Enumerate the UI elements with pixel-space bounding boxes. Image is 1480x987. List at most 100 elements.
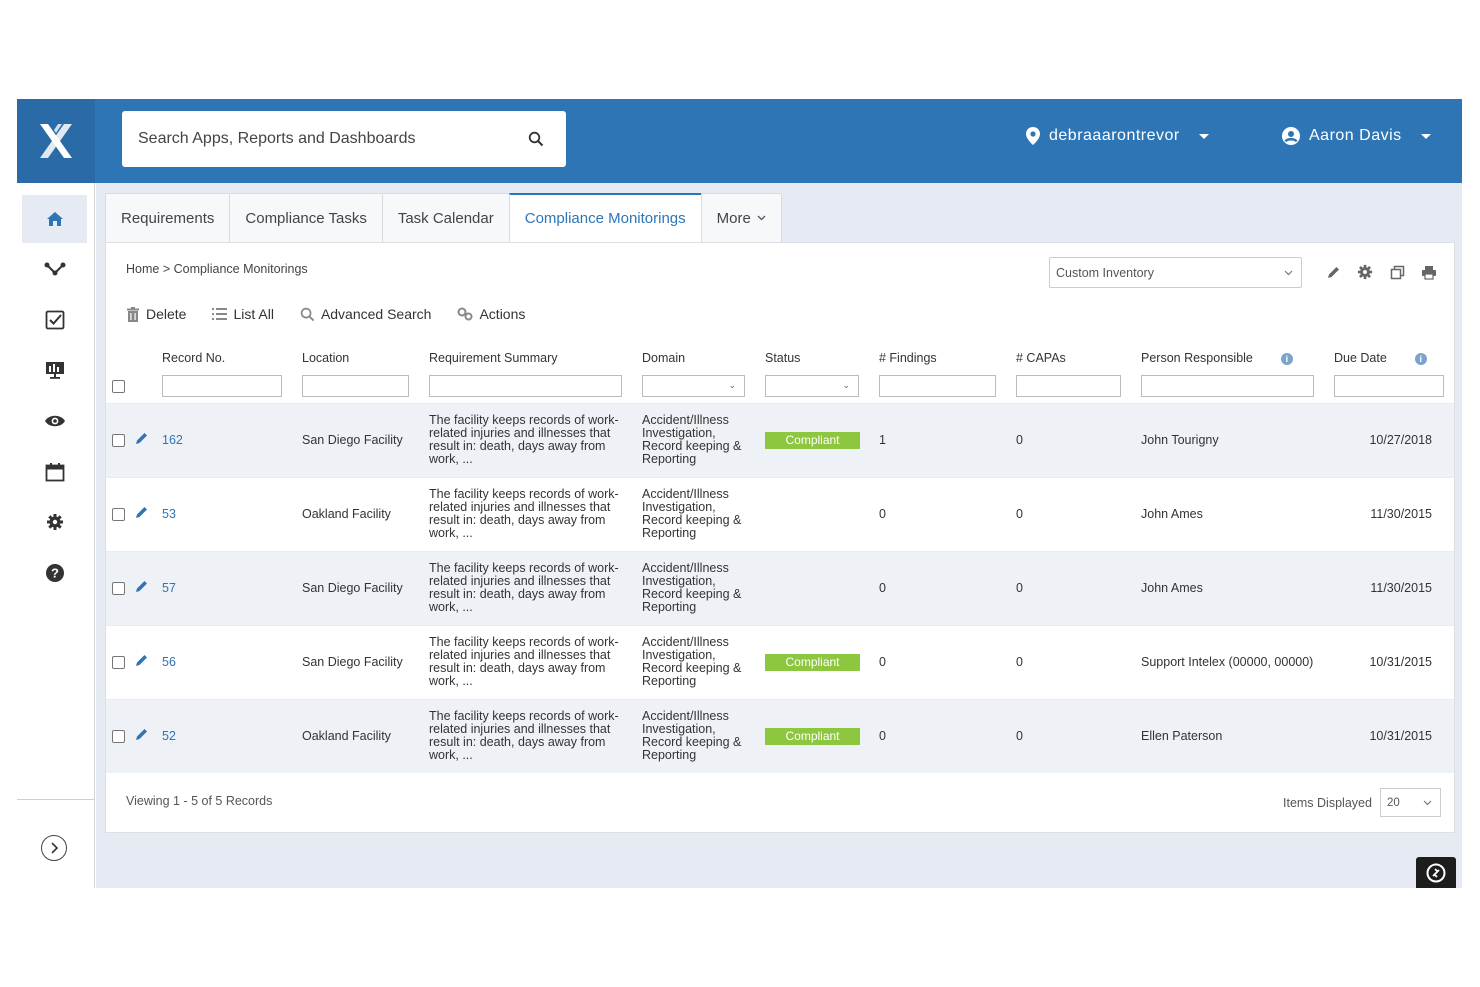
- info-icon[interactable]: i: [1280, 352, 1293, 365]
- sidebar-item-help[interactable]: ?: [22, 549, 87, 597]
- filter-row: ⌄ ⌄: [106, 369, 1454, 403]
- filter-summary[interactable]: [429, 374, 622, 397]
- filter-location[interactable]: [302, 374, 409, 397]
- domain-cell: Accident/Illness Investigation, Record k…: [642, 413, 742, 466]
- content-area: Requirements Compliance Tasks Task Calen…: [96, 183, 1462, 888]
- actions-label: Actions: [479, 306, 526, 322]
- filter-person[interactable]: [1141, 374, 1314, 397]
- print-icon[interactable]: [1420, 263, 1438, 281]
- due-date-cell: 10/31/2015: [1334, 624, 1454, 699]
- edit-pencil-icon[interactable]: [134, 431, 149, 449]
- edit-pencil-icon[interactable]: [134, 653, 149, 671]
- table-row[interactable]: 56 San Diego Facility The facility keeps r…: [106, 624, 1454, 699]
- record-link[interactable]: 162: [162, 433, 183, 447]
- col-summary[interactable]: Requirement Summary: [429, 351, 558, 365]
- record-link[interactable]: 57: [162, 581, 176, 595]
- edit-pencil-icon[interactable]: [134, 579, 149, 597]
- view-select[interactable]: Custom Inventory: [1049, 257, 1302, 288]
- tab-requirements[interactable]: Requirements: [105, 193, 230, 243]
- search-icon[interactable]: [522, 125, 550, 153]
- row-checkbox[interactable]: [112, 434, 125, 448]
- sidebar-item-views[interactable]: [22, 397, 87, 445]
- select-all-checkbox[interactable]: [112, 379, 125, 393]
- chat-bot-icon: [1426, 863, 1446, 882]
- trash-icon: [127, 306, 139, 322]
- table-row[interactable]: 52 Oakland Facility The facility keeps rec…: [106, 698, 1454, 773]
- col-person-cell: Person Responsible i: [1141, 343, 1334, 369]
- location-cell: San Diego Facility: [302, 402, 429, 477]
- settings-gear-icon[interactable]: [1356, 263, 1374, 281]
- tab-label: Requirements: [121, 209, 215, 227]
- breadcrumb-current: Compliance Monitorings: [173, 262, 308, 276]
- domain-cell: Accident/Illness Investigation, Record k…: [642, 709, 742, 763]
- filter-domain-select[interactable]: ⌄: [642, 374, 745, 397]
- row-checkbox[interactable]: [112, 656, 125, 670]
- app-window: debraaarontrevor Aaron Davis: [17, 99, 1462, 888]
- table-row[interactable]: 53 Oakland Facility The facility keeps rec…: [106, 476, 1454, 551]
- sidebar-item-settings[interactable]: [22, 498, 87, 546]
- gear-icon: [46, 514, 63, 530]
- filter-due-date[interactable]: [1334, 374, 1444, 397]
- site-selector[interactable]: debraaarontrevor: [1026, 127, 1209, 145]
- filter-record-no[interactable]: [162, 374, 282, 397]
- col-domain[interactable]: Domain: [642, 351, 686, 365]
- findings-cell: 0: [879, 698, 1016, 773]
- gears-icon: [457, 307, 473, 321]
- col-due-date[interactable]: Due Date: [1334, 351, 1387, 365]
- sidebar-item-tasks[interactable]: [22, 296, 87, 344]
- summary-cell: The facility keeps records of work-relat…: [429, 709, 619, 763]
- summary-cell: The facility keeps records of work-relat…: [429, 413, 619, 466]
- edit-icon[interactable]: [1324, 263, 1342, 281]
- help-icon: ?: [45, 564, 64, 582]
- tab-task-calendar[interactable]: Task Calendar: [381, 193, 509, 243]
- list-all-button[interactable]: List All: [212, 306, 274, 322]
- table-row[interactable]: 162 San Diego Facility The facility keeps …: [106, 402, 1454, 477]
- col-due-cell: Due Date i: [1334, 343, 1454, 369]
- tab-more[interactable]: More: [700, 193, 782, 243]
- row-checkbox[interactable]: [112, 508, 125, 522]
- table-row[interactable]: 57 San Diego Facility The facility keeps r…: [106, 550, 1454, 625]
- filter-status-select[interactable]: ⌄: [765, 374, 859, 397]
- items-per-page-select[interactable]: 20: [1379, 788, 1441, 817]
- col-person[interactable]: Person Responsible: [1141, 351, 1253, 365]
- workflow-icon: [44, 262, 65, 276]
- app-logo[interactable]: [17, 99, 95, 183]
- search-input[interactable]: [138, 130, 522, 148]
- due-date-cell: 10/27/2018: [1334, 402, 1454, 477]
- info-icon[interactable]: i: [1414, 352, 1427, 365]
- col-record-no[interactable]: Record No.: [162, 351, 226, 365]
- record-link[interactable]: 56: [162, 655, 176, 669]
- eye-icon: [44, 415, 65, 427]
- records-table: Record No. Location Requirement Summary …: [106, 343, 1454, 773]
- domain-cell: Accident/Illness Investigation, Record k…: [642, 635, 742, 688]
- record-link[interactable]: 53: [162, 507, 176, 521]
- col-capas[interactable]: # CAPAs: [1016, 351, 1066, 365]
- sidebar-item-calendar[interactable]: [22, 448, 87, 496]
- row-checkbox[interactable]: [112, 582, 125, 596]
- col-location[interactable]: Location: [302, 351, 350, 365]
- col-status[interactable]: Status: [765, 351, 801, 365]
- tab-compliance-tasks[interactable]: Compliance Tasks: [229, 193, 382, 243]
- findings-cell: 0: [879, 624, 1016, 699]
- breadcrumb-home[interactable]: Home: [126, 262, 160, 276]
- delete-button[interactable]: Delete: [126, 306, 186, 322]
- user-menu[interactable]: Aaron Davis: [1282, 127, 1431, 145]
- sidebar-item-home[interactable]: [22, 195, 87, 243]
- copy-window-icon[interactable]: [1388, 263, 1406, 281]
- chat-widget-button[interactable]: [1416, 857, 1456, 888]
- edit-pencil-icon[interactable]: [134, 505, 149, 523]
- row-checkbox[interactable]: [112, 730, 125, 744]
- sidebar-expand-button[interactable]: [41, 835, 67, 861]
- filter-capas[interactable]: [1016, 374, 1121, 397]
- filter-findings[interactable]: [879, 374, 996, 397]
- sidebar-item-dashboards[interactable]: [22, 346, 87, 394]
- col-findings[interactable]: # Findings: [879, 351, 937, 365]
- tab-compliance-monitorings[interactable]: Compliance Monitorings: [508, 193, 701, 243]
- advanced-search-button[interactable]: Advanced Search: [300, 306, 431, 322]
- edit-pencil-icon[interactable]: [134, 727, 149, 745]
- sidebar-item-workflow[interactable]: [22, 245, 87, 293]
- record-link[interactable]: 52: [162, 729, 176, 744]
- actions-button[interactable]: Actions: [457, 306, 525, 322]
- due-date-cell: 11/30/2015: [1334, 550, 1454, 625]
- tab-label: Compliance Tasks: [245, 209, 367, 227]
